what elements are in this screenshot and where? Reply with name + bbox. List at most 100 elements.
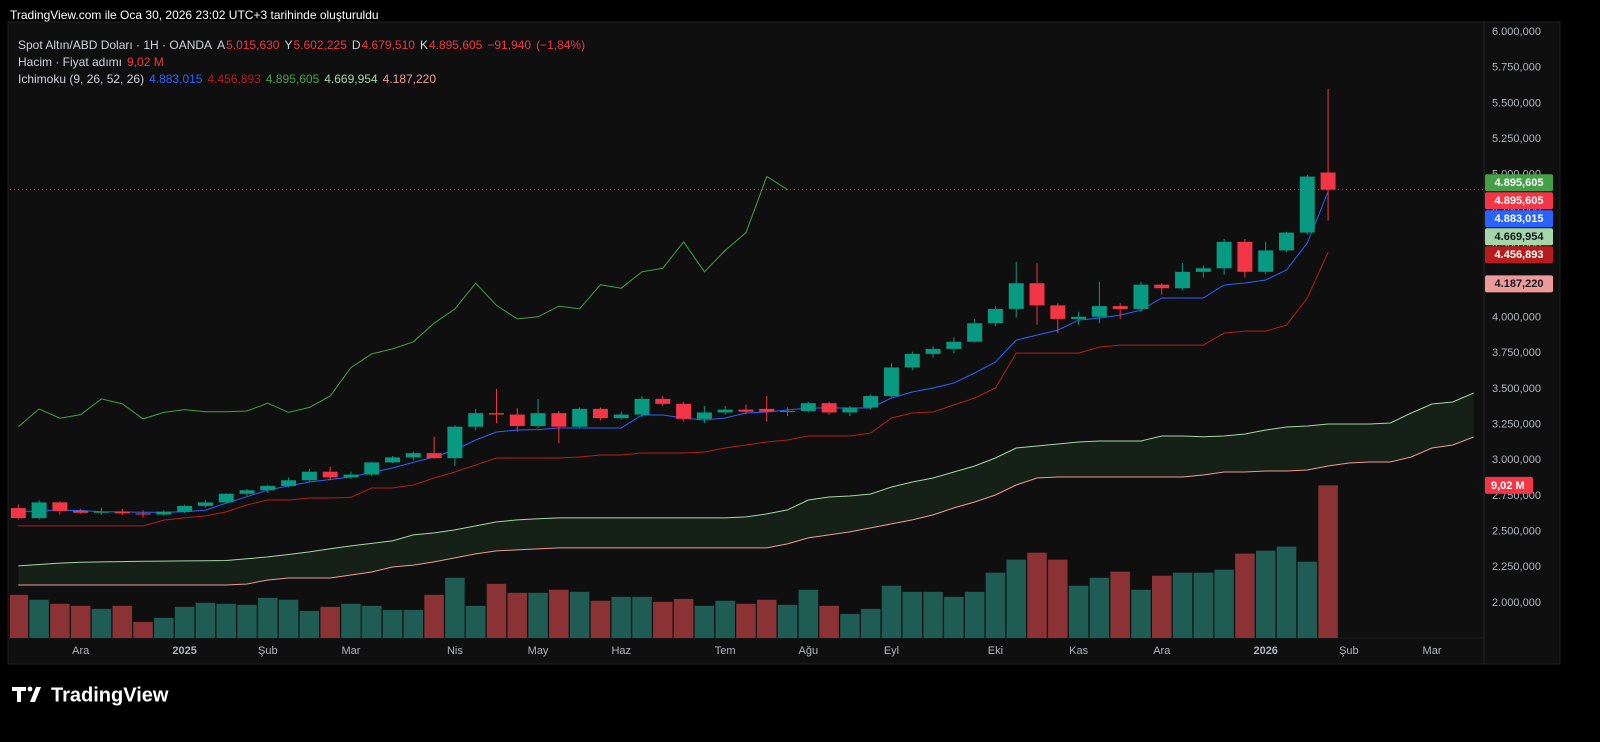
volume-bar [1068, 585, 1089, 638]
candle-body [197, 502, 213, 506]
ohlc-prefix: D [351, 38, 361, 52]
candle-body [717, 409, 733, 413]
x-tick-label: Şub [258, 645, 278, 657]
candle-body [1154, 284, 1170, 289]
volume-bar [549, 589, 569, 638]
indicator-value: 4.456,893 [207, 72, 261, 86]
candle-body [696, 412, 712, 419]
candle-body [488, 413, 504, 415]
y-tick-label: 3.000,000 [1492, 454, 1541, 466]
volume-bar [1276, 546, 1297, 638]
candle-body [218, 493, 234, 503]
volume-bar [1297, 561, 1318, 638]
price-badge-label: 4.883,015 [1495, 213, 1544, 225]
candle-body [884, 367, 899, 397]
price-badge-label: 4.895,605 [1495, 177, 1544, 189]
volume-bar [528, 592, 548, 638]
legend-row: Ichimoku (9, 26, 52, 26) 4.883,015 4.456,8… [18, 71, 590, 88]
volume-bar [1131, 589, 1151, 638]
candle-body [1175, 271, 1191, 289]
ichimoku-line [17, 175, 788, 428]
brand-logo [12, 686, 41, 702]
volume-bar [1110, 571, 1130, 638]
x-tick-label: 2026 [1253, 645, 1277, 657]
ohlc-prefix: A [217, 38, 226, 52]
ohlc-value: 4.895,605 [428, 38, 483, 52]
ohlc-value: 5.602,225 [293, 38, 347, 52]
x-tick-label: Mar [341, 645, 360, 657]
volume-bar [10, 594, 29, 638]
candle-body [821, 403, 837, 413]
candle-body [135, 513, 151, 515]
candle-body [904, 353, 920, 368]
x-tick-label: 2025 [172, 645, 196, 657]
volume-label: Hacim · Fiyat adımı [18, 55, 123, 69]
volume-bar [486, 583, 507, 638]
candle-body [73, 510, 89, 513]
volume-bar [944, 596, 964, 638]
x-tick-label: Mar [1423, 645, 1442, 657]
candle-body [260, 485, 276, 491]
candle-body [1133, 284, 1149, 309]
price-badge-label: 4.895,605 [1495, 195, 1544, 207]
price-badge-label: 4.669,954 [1495, 231, 1545, 243]
candle-body [31, 502, 47, 519]
volume-badge [1485, 476, 1533, 494]
indicator-value: 4.669,954 [324, 72, 378, 86]
volume-bar [1193, 572, 1214, 638]
candle-body [364, 462, 380, 475]
price-badge [1485, 246, 1553, 264]
candle-body [842, 407, 858, 413]
x-tick-label: Ara [1153, 645, 1171, 657]
volume-bar [653, 601, 673, 638]
volume-bar [860, 608, 881, 638]
volume-bar [881, 585, 902, 638]
indicator-label: Ichimoku (9, 26, 52, 26) [18, 72, 145, 86]
y-tick-label: 3.500,000 [1492, 383, 1541, 395]
price-badge [1485, 210, 1553, 228]
candle-body [509, 414, 525, 427]
legend-row: Hacim · Fiyat adımı 9,02 M [18, 54, 590, 71]
x-tick-label: Haz [611, 645, 631, 657]
volume-bar [964, 591, 985, 638]
volume-bar [133, 621, 153, 638]
volume-bar [1172, 572, 1193, 638]
price-badge [1485, 174, 1553, 192]
candle-body [1195, 268, 1211, 272]
ohlc-prefix: Y [284, 38, 293, 52]
candle-body [1237, 241, 1253, 272]
volume-bar [195, 602, 216, 638]
volume-bar [923, 591, 943, 638]
volume-bar [237, 604, 257, 638]
x-tick-label: Eki [988, 645, 1003, 657]
ichimoku-line [18, 392, 1474, 567]
volume-bar [1255, 550, 1276, 638]
candle-body [1029, 283, 1045, 306]
candle-body [405, 453, 421, 458]
volume-bar [382, 609, 403, 638]
volume-bar [819, 605, 839, 638]
ichimoku-line [18, 191, 1329, 513]
candle-body [281, 480, 297, 486]
logo-icon [12, 687, 41, 702]
volume-bar [70, 605, 91, 638]
x-tick-label: May [528, 645, 549, 657]
price-badge-label: 4.187,220 [1495, 278, 1544, 290]
volume-bar [465, 605, 486, 638]
volume-value: 9,02 M [127, 55, 164, 69]
volume-bar [258, 597, 278, 638]
x-tick-label: Nis [447, 645, 463, 657]
candle-body [1299, 176, 1315, 233]
volume-bar [1089, 577, 1110, 638]
volume-bar [154, 617, 174, 638]
volume-bar [174, 606, 195, 638]
x-tick-label: Ağu [799, 645, 819, 657]
candle-body [52, 502, 68, 511]
candle-body [1216, 241, 1232, 269]
volume-badge-label: 9,02 M [1491, 480, 1525, 492]
candle-body [322, 471, 338, 478]
volume-bar [361, 605, 382, 638]
candle-body [385, 457, 401, 463]
